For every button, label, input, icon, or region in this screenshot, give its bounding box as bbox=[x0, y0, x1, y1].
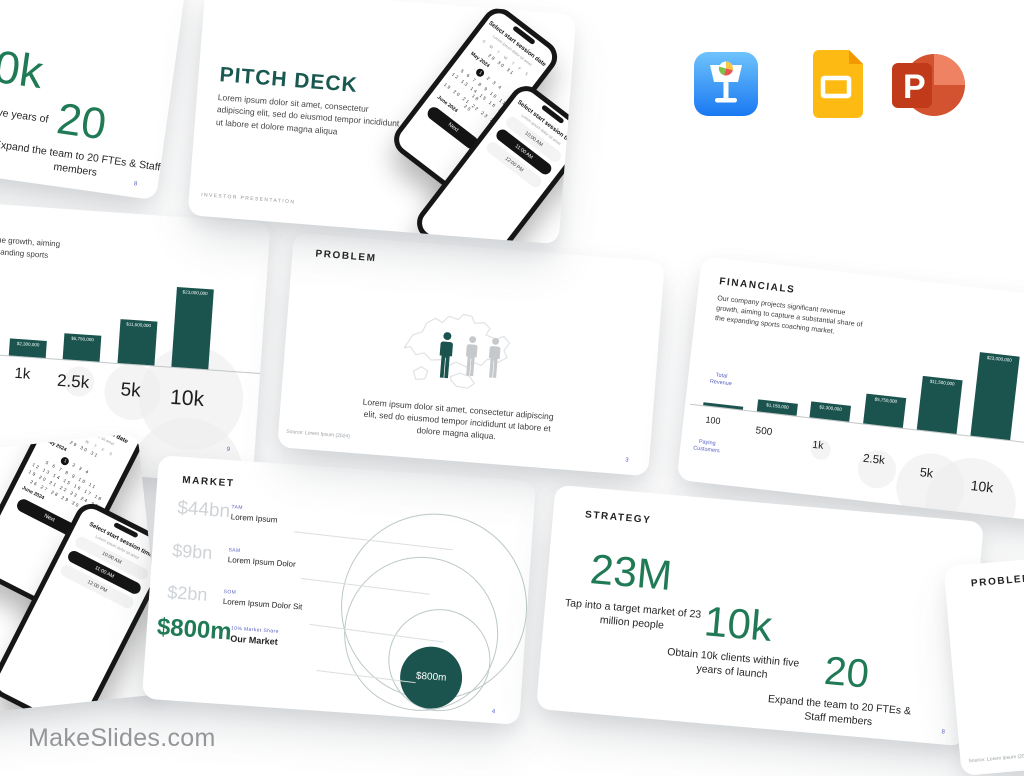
slide-title: MARKET bbox=[181, 474, 235, 490]
slide-card-financials: FINANCIALS Our company projects signific… bbox=[676, 256, 1024, 525]
bar-5k: $11,500,000 bbox=[916, 375, 963, 435]
bar-value-label: $23,000,000 bbox=[182, 288, 208, 296]
strategy-metric-23m-caption: Tap into a target market of 23 million p… bbox=[564, 596, 702, 632]
cover-body-text: Lorem ipsum dolor sit amet, consectetur … bbox=[215, 92, 400, 137]
category-label-500: 500 bbox=[754, 425, 773, 439]
bar-value-label: $2,300,000 bbox=[16, 340, 40, 347]
som-labels: SOM Lorem Ipsum Dolor Sit bbox=[223, 589, 304, 612]
category-label-100: 100 bbox=[704, 414, 722, 427]
bar-1k: $2,300,000 bbox=[8, 338, 47, 358]
strategy-metric-20: 20 bbox=[53, 94, 110, 150]
category-label-5k: 5k bbox=[119, 379, 142, 402]
strategy-metric-10k: 10k bbox=[0, 36, 47, 99]
powerpoint-icon: P bbox=[890, 50, 968, 120]
tam-value: $44bn bbox=[176, 497, 231, 523]
our-market-value: $800m bbox=[156, 613, 233, 646]
slide-page-number: 8 bbox=[941, 729, 946, 736]
powerpoint-letter: P bbox=[903, 68, 926, 106]
bar-value-label: $5,750,000 bbox=[71, 335, 95, 342]
slide-card-cover: PITCH DECK Lorem ipsum dolor sit amet, c… bbox=[187, 0, 577, 245]
tam-label: Lorem Ipsum bbox=[230, 512, 278, 525]
bar-2.5k: $5,750,000 bbox=[863, 393, 907, 428]
slide-title: STRATEGY bbox=[584, 509, 652, 527]
slide-card-strategy-cropped: 10k Obtain 10k clients within five years… bbox=[0, 0, 189, 201]
sam-value: $9bn bbox=[171, 540, 214, 564]
category-label-1k: 1k bbox=[13, 364, 31, 383]
bar-value-label: $23,000,000 bbox=[986, 354, 1013, 363]
bar-value-label: $5,750,000 bbox=[874, 396, 898, 404]
bar-5k: $11,500,000 bbox=[117, 319, 158, 366]
source-note: Source: Lorem Ipsum (2024) bbox=[286, 428, 351, 440]
bar-value-label: $11,500,000 bbox=[929, 378, 955, 386]
strategy-metric-10k-caption: Obtain 10k clients within five years of … bbox=[666, 646, 800, 682]
slide-card-cover-cropped: Select start session date Lorem ipsum do… bbox=[0, 433, 165, 725]
category-label-10k: 10k bbox=[169, 385, 205, 412]
bar-2.5k: $5,750,000 bbox=[62, 333, 102, 362]
category-label-1k: 1k bbox=[811, 438, 825, 453]
our-market-label: Our Market bbox=[230, 633, 279, 647]
category-label-2.5k: 2.5k bbox=[862, 452, 886, 468]
slide-title: PROBLEM bbox=[314, 248, 377, 265]
category-label-10k: 10k bbox=[969, 477, 995, 496]
slide-page-number: 8 bbox=[133, 181, 138, 188]
our-market-labels: 10% Market Share Our Market bbox=[230, 626, 279, 647]
bar-10k: $23,000,000 bbox=[970, 352, 1020, 441]
source-note: Source: Lorem Ipsum (2024) bbox=[968, 752, 1024, 765]
slide-page-number: 9 bbox=[226, 446, 231, 454]
slide-title: PROBLEM bbox=[970, 573, 1024, 590]
person-icon-teal bbox=[439, 332, 453, 379]
strategy-metric-20: 20 bbox=[822, 648, 871, 697]
som-value: $2bn bbox=[166, 582, 209, 605]
slide-card-market: MARKET $800m $44bn TAM Lorem Ipsum $9bn … bbox=[141, 455, 537, 725]
category-label-5k: 5k bbox=[919, 465, 934, 481]
financials-bar-chart: $1,150,000 $2,300,000 $5,750,000 $11,500… bbox=[690, 257, 1024, 443]
person-icon-gray bbox=[488, 337, 501, 379]
category-label-2.5k: 2.5k bbox=[56, 370, 90, 393]
bar-value-label: $2,300,000 bbox=[819, 403, 843, 412]
strategy-metric-10k: 10k bbox=[702, 597, 774, 650]
slide-card-problem: PROBLEM Lorem ipsum dolor sit amet, cons… bbox=[277, 232, 665, 477]
tam-labels: TAM Lorem Ipsum bbox=[231, 504, 279, 524]
bar-value-label: $11,500,000 bbox=[126, 321, 152, 328]
brand-logo[interactable]: MakeSlides.com bbox=[28, 724, 216, 752]
cover-footer: INVESTOR PRESENTATION bbox=[200, 192, 296, 206]
sam-labels: SAM Lorem Ipsum Dolor bbox=[228, 547, 297, 569]
x-axis-label: Paying Customers bbox=[693, 438, 721, 455]
slide-page-number: 3 bbox=[624, 457, 629, 464]
financials-bar-chart: $2,300,000 $5,750,000 $11,500,000 $23,00… bbox=[0, 193, 271, 373]
keynote-icon bbox=[694, 52, 758, 116]
strategy-metric-23m: 23M bbox=[588, 545, 674, 600]
person-icon-gray bbox=[465, 336, 478, 377]
bar-value-label: $1,150,000 bbox=[766, 401, 790, 410]
bar-10k: $23,000,000 bbox=[171, 286, 214, 370]
strategy-metric-20-caption: Expand the team to 20 FTEs & Staff membe… bbox=[767, 693, 912, 729]
google-slides-icon bbox=[809, 50, 863, 118]
bar-500: $1,150,000 bbox=[756, 399, 798, 416]
slide-page-number: 4 bbox=[491, 708, 496, 716]
slide-card-strategy: STRATEGY 23M Tap into a target market of… bbox=[536, 484, 984, 747]
